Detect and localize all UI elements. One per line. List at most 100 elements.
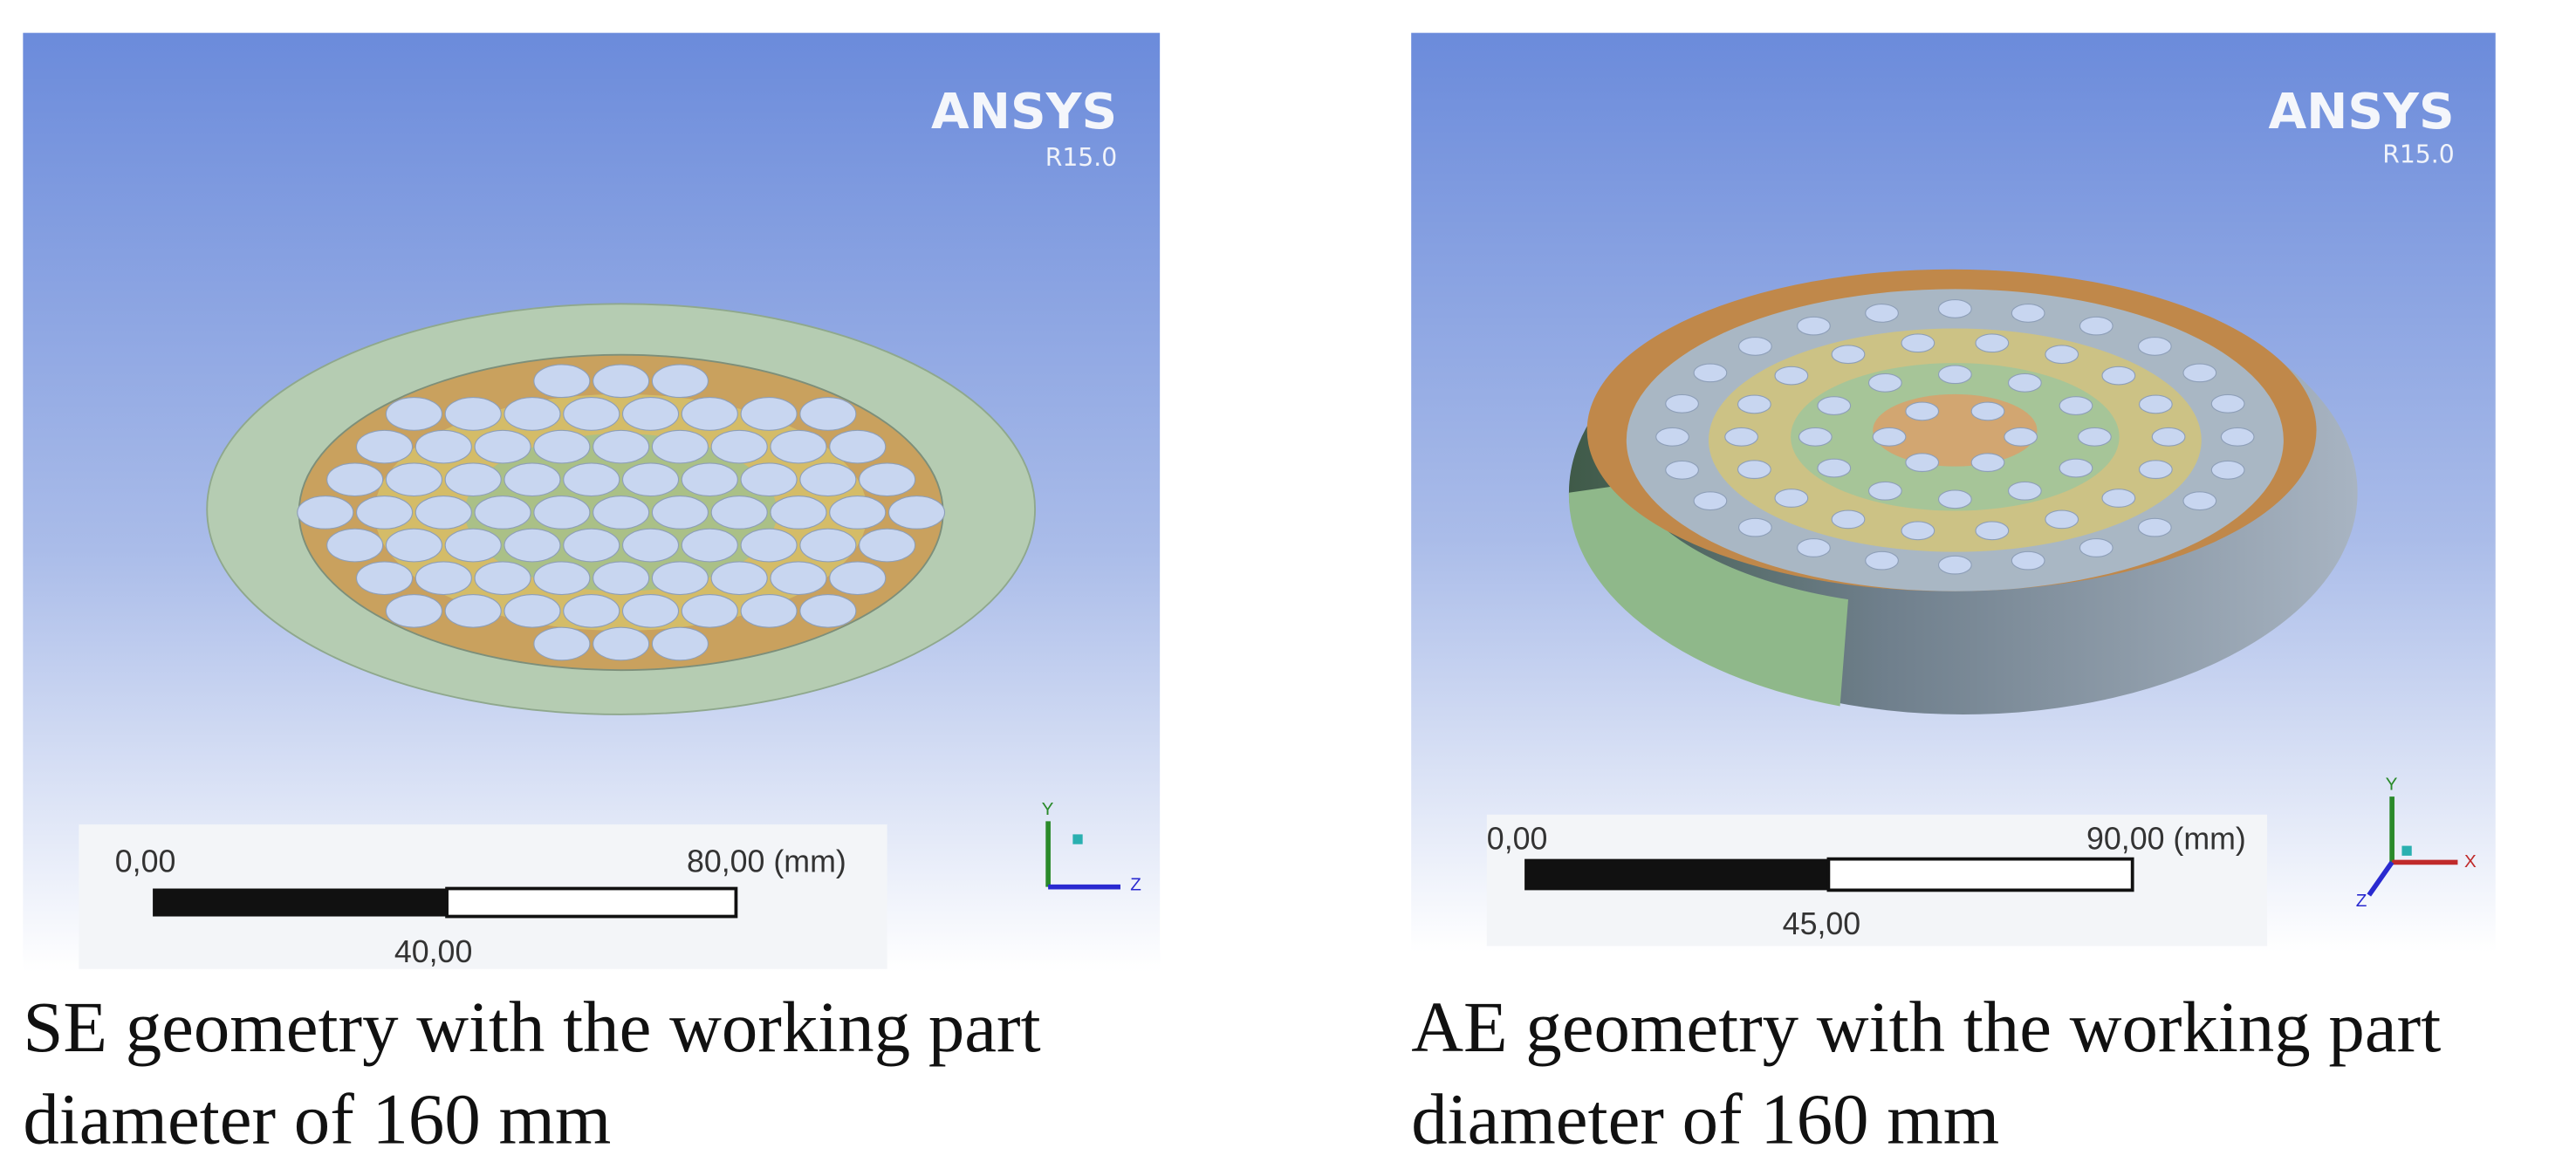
hole [2151, 427, 2186, 447]
hole [1737, 460, 1771, 480]
hole [2182, 363, 2217, 383]
logo: ANSYS [2268, 84, 2454, 140]
hole [2210, 393, 2245, 414]
caption: AE geometry with the working part [1411, 987, 2441, 1067]
hole [444, 593, 502, 628]
scale-mid: 40,00 [394, 934, 473, 969]
hole [414, 496, 472, 530]
hole [2059, 458, 2093, 478]
hole [2077, 427, 2112, 447]
hole [2137, 337, 2172, 356]
hole [474, 561, 531, 596]
hole [355, 561, 414, 596]
hole [474, 429, 531, 464]
hole [1797, 316, 1831, 336]
hole [1975, 333, 2010, 353]
hole [2137, 517, 2172, 537]
axis-triad: Y Z [1042, 799, 1141, 895]
hole [651, 496, 709, 530]
hole [2045, 509, 2079, 530]
hole [829, 429, 887, 464]
hole [887, 496, 946, 530]
hole [740, 528, 798, 563]
hole [651, 364, 709, 399]
hole [474, 496, 531, 530]
hole [799, 397, 857, 431]
hole [1970, 453, 2005, 473]
hole [2182, 491, 2217, 511]
hole [1905, 453, 1940, 473]
hole [385, 462, 442, 497]
hole [1737, 517, 1772, 537]
caption: diameter of 160 mm [23, 1078, 611, 1159]
hole [414, 429, 472, 464]
axis-label: Y [2386, 775, 2398, 795]
hole [533, 429, 591, 464]
hole [799, 528, 857, 563]
hole [2220, 427, 2255, 447]
hole [563, 528, 620, 563]
hole [2138, 460, 2173, 480]
hole [1865, 550, 1899, 571]
hole [2101, 366, 2136, 386]
hole [1901, 521, 1935, 541]
hole [770, 496, 827, 530]
hole [740, 462, 798, 497]
hole [1867, 373, 1902, 393]
hole [504, 528, 561, 563]
hole [1865, 304, 1899, 323]
hole [504, 593, 561, 628]
hole [740, 397, 798, 431]
hole [621, 593, 680, 628]
hole [385, 593, 442, 628]
hole [2059, 396, 2093, 415]
hole [2007, 481, 2042, 501]
axis-label: Y [1042, 799, 1054, 819]
caption: SE geometry with the working part [23, 987, 1040, 1067]
hole [533, 496, 591, 530]
hole [2011, 304, 2045, 323]
hole [2045, 345, 2079, 365]
hole [385, 397, 442, 431]
hole [593, 429, 650, 464]
hole [385, 528, 442, 563]
hole [1797, 538, 1831, 557]
hole [1774, 366, 1809, 386]
scale-bar-black [153, 888, 448, 917]
axis-label: X [2464, 851, 2477, 872]
hole [710, 429, 768, 464]
hole [533, 626, 591, 661]
holes [297, 364, 946, 661]
hole [1737, 394, 1771, 414]
scale-bar-black [1524, 858, 1829, 891]
hole [681, 397, 738, 431]
version: R15.0 [1045, 143, 1117, 172]
hole [1817, 396, 1852, 415]
caption: diameter of 160 mm [1411, 1078, 1999, 1159]
hole [859, 528, 916, 563]
hole [829, 561, 887, 596]
hole [1724, 427, 1759, 447]
hole [504, 462, 561, 497]
hole [1693, 363, 1728, 383]
hole [770, 561, 827, 596]
hole [1970, 401, 2005, 421]
axis-triad: Y X Z [2356, 775, 2477, 912]
hole [1867, 481, 1902, 501]
hole [621, 397, 680, 431]
hole [444, 397, 502, 431]
hole [681, 593, 738, 628]
hole [1665, 460, 1699, 480]
hole [444, 528, 502, 563]
hole [444, 462, 502, 497]
hole [533, 561, 591, 596]
hole [799, 593, 857, 628]
hole [1937, 299, 1972, 318]
hole [1693, 491, 1728, 511]
hole [326, 528, 384, 563]
hole [651, 626, 709, 661]
hole [710, 561, 768, 596]
hole [2007, 373, 2042, 393]
hole [563, 462, 620, 497]
